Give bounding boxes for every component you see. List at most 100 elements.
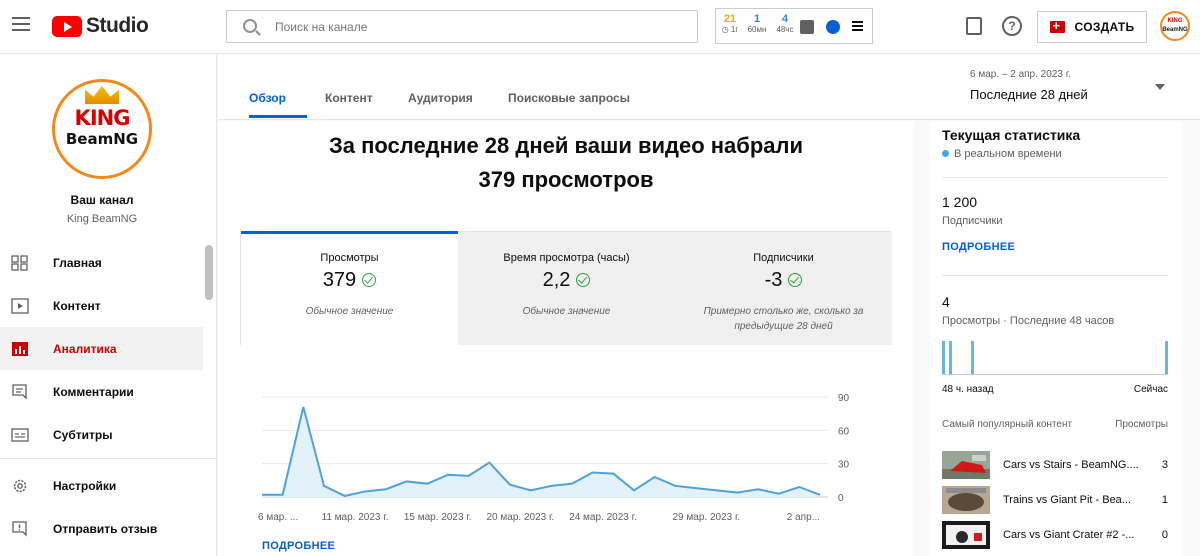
realtime-stat-label: ◷ 1г	[721, 25, 739, 34]
realtime-stat-label: 48чс	[776, 25, 794, 34]
top-content-metric: Просмотры	[1115, 419, 1168, 430]
realtime-more-link[interactable]: ПОДРОБНЕЕ	[942, 241, 1016, 253]
youtube-logo-icon	[52, 15, 82, 37]
active-tab-indicator	[249, 115, 307, 118]
account-avatar[interactable]: KING BeamNG	[1160, 11, 1190, 41]
sidebar-item-dashboard[interactable]: Главная	[0, 241, 203, 284]
overview-headline: За последние 28 дней ваши видео набрали …	[218, 129, 914, 197]
live-dot-icon	[942, 150, 949, 157]
realtime-stat-48h: 4 48чс	[772, 13, 798, 34]
sidebar-item-label: Контент	[53, 298, 101, 313]
sidebar-scrollbar[interactable]	[205, 245, 213, 300]
x-tick-label: 29 мар. 2023 г.	[672, 512, 740, 523]
realtime-stat-value: 1	[753, 13, 761, 25]
date-range-picker[interactable]: 6 мар. – 2 апр. 2023 г. Последние 28 дне…	[970, 69, 1088, 102]
tab-search-queries[interactable]: Поисковые запросы	[508, 91, 630, 105]
realtime-stat-value: 4	[781, 13, 789, 25]
crown-icon	[85, 86, 119, 104]
help-icon[interactable]: ?	[1002, 16, 1022, 36]
top-bar: Studio 21 ◷ 1г 1 60мн 4 48чс ? СОЗДАТЬ K…	[0, 0, 1200, 54]
x-tick-label: 6 мар. ...	[258, 512, 298, 523]
sidebar-item-content[interactable]: Контент	[0, 284, 203, 327]
realtime-stat-value: 21	[723, 13, 737, 25]
top-content-item[interactable]: Trains vs Giant Pit - Bea... 1	[942, 486, 1168, 514]
metric-note: Обычное значение	[522, 306, 611, 317]
feedback-icon[interactable]	[966, 17, 982, 35]
realtime-bar	[1164, 341, 1168, 374]
logo-text: Studio	[86, 14, 149, 37]
top-content-title: Cars vs Giant Crater #2 -...	[1003, 529, 1135, 541]
check-circle-icon	[788, 273, 803, 287]
y-tick-label: 60	[838, 426, 850, 437]
sidebar-item-label: Аналитика	[53, 341, 117, 356]
realtime-title: Текущая статистика	[942, 127, 1081, 143]
bars-start-label: 48 ч. назад	[942, 384, 994, 395]
search-input[interactable]	[275, 17, 675, 37]
metric-note: Примерно столько же, сколько за предыдущ…	[703, 306, 864, 332]
bar-chart-icon[interactable]	[800, 20, 814, 34]
settings-icon	[13, 479, 27, 492]
metric-card-views[interactable]: Просмотры 379 Обычное значение	[241, 231, 458, 345]
top-content-views: 1	[1161, 494, 1168, 506]
sidebar-item-comments[interactable]: Комментарии	[0, 370, 203, 413]
sidebar-item-analytics[interactable]: Аналитика	[0, 327, 203, 370]
metric-title: Просмотры	[320, 252, 379, 264]
sidebar-divider	[0, 458, 217, 459]
sidebar-item-label: Отправить отзыв	[53, 521, 158, 536]
y-tick-label: 30	[838, 460, 850, 471]
x-tick-label: 24 мар. 2023 г.	[569, 512, 637, 523]
subscribers-count: 1 200	[942, 194, 978, 210]
metric-value: 379	[241, 269, 458, 292]
divider	[942, 177, 1168, 178]
search-box[interactable]	[226, 10, 698, 43]
avatar-logo-text: BeamNG	[65, 130, 139, 148]
metric-card-subscribers[interactable]: Подписчики -3 Примерно столько же, сколь…	[675, 232, 892, 345]
tab-content[interactable]: Контент	[325, 91, 373, 105]
avatar-logo-text: KING	[74, 106, 131, 130]
chevron-down-icon[interactable]	[1155, 84, 1165, 90]
check-circle-icon	[362, 273, 377, 287]
series-line	[262, 406, 821, 497]
tab-overview[interactable]: Обзор	[249, 91, 286, 105]
channel-avatar[interactable]: KING BeamNG	[52, 79, 152, 179]
sidebar-item-subtitles[interactable]: Субтитры	[0, 413, 203, 456]
overview-panel: За последние 28 дней ваши видео набрали …	[218, 121, 914, 556]
realtime-stat-60m: 1 60мн	[746, 13, 768, 34]
realtime-views-bars	[942, 341, 1168, 375]
avatar-logo-text: KING	[1167, 18, 1183, 24]
recent-views-count: 4	[942, 294, 950, 310]
realtime-bar	[971, 341, 975, 374]
top-content-item[interactable]: Cars vs Giant Crater #2 -... 0	[942, 521, 1168, 549]
top-content-title: Trains vs Giant Pit - Bea...	[1003, 494, 1131, 506]
metric-card-watch-time[interactable]: Время просмотра (часы) 2,2 Обычное значе…	[458, 232, 675, 345]
active-card-indicator	[241, 231, 458, 234]
x-tick-label: 2 апр...	[787, 512, 820, 523]
sidebar-item-send-feedback[interactable]: Отправить отзыв	[0, 507, 203, 550]
comments-icon	[12, 383, 27, 400]
y-tick-label: 90	[838, 393, 850, 404]
top-content-title: Cars vs Stairs - BeamNG....	[1003, 459, 1139, 471]
metric-title: Время просмотра (часы)	[503, 252, 630, 264]
create-button[interactable]: СОЗДАТЬ	[1037, 11, 1147, 43]
sidebar-item-settings[interactable]: Настройки	[0, 464, 203, 507]
analytics-tabs-bar: Обзор Контент Аудитория Поисковые запрос…	[218, 55, 1200, 120]
content-icon	[11, 297, 29, 314]
sidebar-item-label: Главная	[53, 255, 102, 270]
menu-icon[interactable]	[12, 17, 30, 31]
overview-more-link[interactable]: ПОДРОБНЕЕ	[262, 540, 336, 552]
video-thumbnail	[942, 486, 990, 514]
headline-line-1: За последние 28 дней ваши видео набрали	[328, 133, 804, 158]
bars-end-label: Сейчас	[1133, 384, 1168, 395]
realtime-mini-widget[interactable]: 21 ◷ 1г 1 60мн 4 48чс	[715, 8, 873, 44]
youtube-studio-logo[interactable]: Studio	[52, 14, 149, 38]
play-circle-icon[interactable]	[826, 20, 840, 34]
realtime-bar	[948, 341, 952, 374]
metric-note: Обычное значение	[305, 306, 394, 317]
top-content-views: 0	[1161, 529, 1168, 541]
list-menu-icon[interactable]	[852, 21, 863, 33]
date-range-dates: 6 мар. – 2 апр. 2023 г.	[970, 69, 1071, 80]
top-content-item[interactable]: Cars vs Stairs - BeamNG.... 3	[942, 451, 1168, 479]
realtime-panel: Текущая статистика В реальном времени 1 …	[930, 121, 1182, 556]
tab-audience[interactable]: Аудитория	[408, 91, 473, 105]
check-circle-icon	[576, 273, 591, 287]
